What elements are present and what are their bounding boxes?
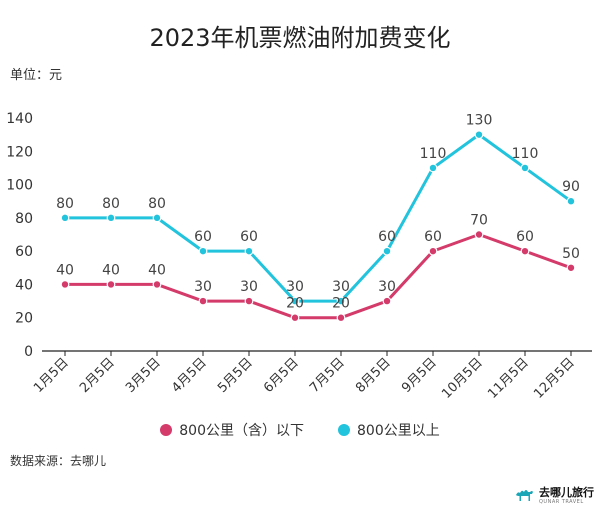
series-points [60,130,576,323]
chart-axes [42,350,592,356]
legend-label-series-1: 800公里（含）以下 [179,423,304,439]
x-tick-label: 6月5日 [261,355,302,396]
camel-icon [516,490,533,501]
series-1-point [566,263,576,273]
series-1-data-label: 20 [332,296,350,312]
series-1-data-label: 60 [516,229,534,245]
series-2-point [106,213,116,223]
series-2-data-label: 110 [512,146,539,162]
series-2-point [290,296,300,306]
y-tick-label: 60 [15,244,33,260]
series-2-data-label: 110 [420,146,447,162]
series-1-data-label: 30 [240,279,258,295]
series-2-data-label: 80 [56,196,74,212]
series-1-point [290,313,300,323]
x-tick-label: 3月5日 [123,355,164,396]
x-tick-label: 8月5日 [353,355,394,396]
y-tick-labels: 0 20 40 60 80 100 120 140 [6,111,33,360]
legend-item-series-2[interactable]: 800公里以上 [338,420,440,440]
x-tick-label: 9月5日 [399,355,440,396]
series-1-point [520,246,530,256]
legend-label-series-2: 800公里以上 [357,423,440,439]
x-tick-label: 7月5日 [307,355,348,396]
series-1-data-label: 70 [470,213,488,229]
y-tick-label: 120 [6,144,33,160]
series-2-point [520,163,530,173]
y-tick-label: 100 [6,178,33,194]
series-2-data-label: 80 [102,196,120,212]
series-2-data-label: 30 [286,279,304,295]
series-2-point [60,213,70,223]
chart-title: 2023年机票燃油附加费变化 [149,24,451,52]
series-2-point [336,296,346,306]
brand-tagline: QUNAR TRAVEL [539,499,584,505]
y-tick-label: 80 [15,211,33,227]
series-1-data-label: 40 [102,262,120,278]
series-2-point [566,196,576,206]
series-1-data-label: 50 [562,246,580,262]
y-tick-label: 20 [15,311,33,327]
y-tick-label: 140 [6,111,33,127]
series-1-data-label: 40 [56,262,74,278]
series-2-data-label: 130 [466,113,493,129]
series-1-point [336,313,346,323]
unit-label: 单位：元 [10,68,63,83]
legend: 800公里（含）以下 800公里以上 [0,420,600,440]
legend-marker-series-1 [160,424,173,436]
series-2-data-label: 90 [562,179,580,195]
x-tick-label: 10月5日 [439,355,486,402]
series-2-point [428,163,438,173]
data-source: 数据来源：去哪儿 [10,454,107,468]
x-tick-label: 1月5日 [31,355,72,396]
series-2-point [152,213,162,223]
series-2-point [474,130,484,140]
series-1-point [60,280,70,289]
series-2-data-label: 60 [194,229,212,245]
series-1-data-label: 40 [148,262,166,278]
legend-item-series-1[interactable]: 800公里（含）以下 [160,420,304,440]
series-1-point [244,296,254,306]
series-1-data-label: 20 [286,296,304,312]
x-tick-labels: 1月5日 2月5日 3月5日 4月5日 5月5日 6月5日 7月5日 8月5日 9月5日 10月5… [31,355,578,402]
series-2-point [198,246,208,256]
series-1-data-label: 30 [378,279,396,295]
series-lines [63,133,573,320]
series-2-point [382,246,392,256]
y-tick-label: 40 [15,277,33,293]
x-tick-label: 2月5日 [77,355,118,396]
x-tick-label: 4月5日 [169,355,210,396]
series-line-1 [63,233,573,320]
brand-logo: 去哪儿旅行 QUNAR TRAVEL [515,487,594,505]
x-tick-label: 11月5日 [485,355,532,402]
y-tick-label: 0 [24,344,33,360]
series-2-point [244,246,254,256]
brand-name: 去哪儿旅行 [539,486,594,499]
x-tick-label: 5月5日 [215,355,256,396]
series-2-data-label: 30 [332,279,350,295]
series-1-point [198,296,208,306]
series-2-data-label: 80 [148,196,166,212]
series-1-point [428,246,438,256]
series-1-point [152,280,162,289]
series-1-data-label: 60 [424,229,442,245]
series-line-2 [63,133,573,303]
legend-marker-series-2 [338,424,350,436]
series-2-data-label: 60 [240,229,258,245]
series-1-data-label: 30 [194,279,212,295]
series-1-point [106,280,116,289]
series-1-point [474,230,484,239]
x-tick-label: 12月5日 [531,355,578,402]
series-1-point [382,296,392,306]
series-2-data-label: 60 [378,229,396,245]
